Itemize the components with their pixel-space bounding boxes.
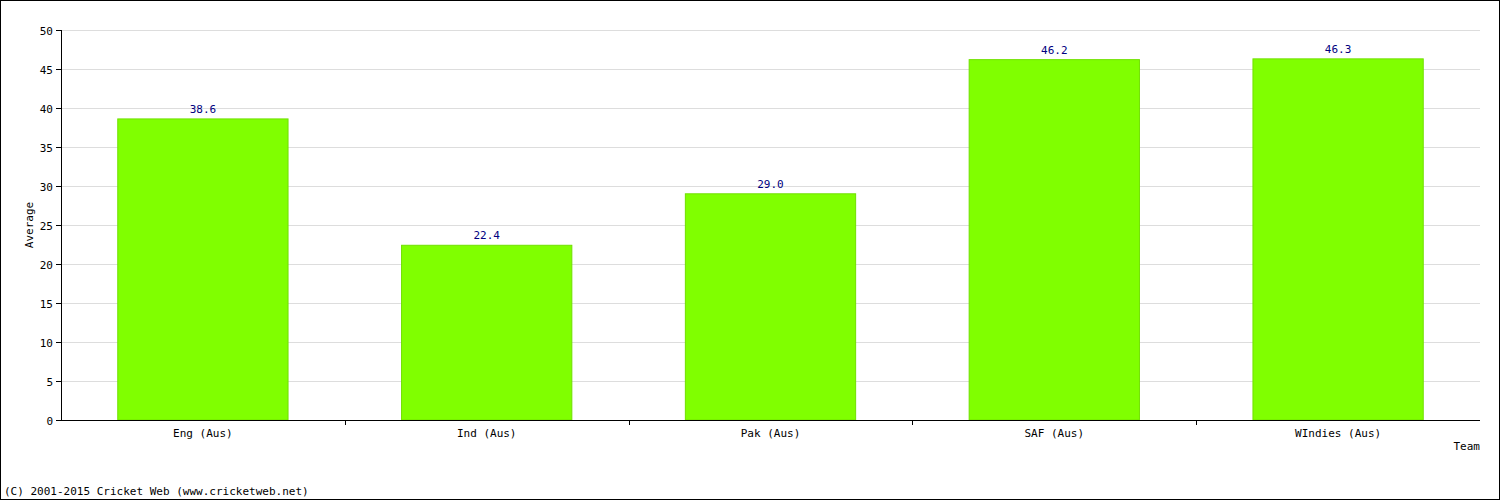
bar [685, 194, 855, 420]
y-tick-label: 50 [40, 25, 53, 38]
y-tick-label: 20 [40, 259, 53, 272]
chart-svg: 0 5 10 15 20 25 30 35 40 45 50 38.6 Eng (Aus) 22.4 Ind… [0, 0, 1500, 500]
bar [118, 119, 288, 420]
data-label: 29.0 [757, 178, 784, 191]
y-tick [56, 381, 61, 382]
x-tick-label: Eng (Aus) [173, 427, 233, 440]
chart-container: 0 5 10 15 20 25 30 35 40 45 50 38.6 Eng (Aus) 22.4 Ind… [0, 0, 1500, 500]
y-tick-label: 5 [46, 376, 53, 389]
bar [1253, 59, 1423, 420]
x-tick-label: Pak (Aus) [741, 427, 801, 440]
y-tick-label: 35 [40, 142, 53, 155]
data-label: 38.6 [190, 103, 217, 116]
x-tick-label: SAF (Aus) [1024, 427, 1084, 440]
y-tick [56, 186, 61, 187]
bar [969, 60, 1139, 420]
y-tick [56, 342, 61, 343]
y-axis-label: Average [23, 202, 36, 248]
y-axis [61, 30, 62, 420]
y-tick [56, 108, 61, 109]
y-tick-label: 30 [40, 181, 53, 194]
y-tick-label: 15 [40, 298, 53, 311]
y-tick-label: 10 [40, 337, 53, 350]
annotation: (C) 2001-2015 Cricket Web (www.cricketwe… [4, 485, 309, 498]
x-tick-label: WIndies (Aus) [1295, 427, 1381, 440]
x-axis-label: Team [1454, 440, 1481, 453]
y-tick [56, 225, 61, 226]
data-label: 22.4 [473, 229, 500, 242]
grid-line [61, 420, 1480, 421]
x-tick-label: Ind (Aus) [457, 427, 517, 440]
grid-line [61, 30, 1480, 31]
frame [1, 1, 1500, 500]
y-tick-label: 45 [40, 64, 53, 77]
bars [118, 59, 1423, 420]
data-label: 46.2 [1041, 44, 1068, 57]
y-tick-label: 25 [40, 220, 53, 233]
y-tick [56, 147, 61, 148]
y-tick [56, 420, 61, 421]
y-tick-label: 0 [46, 415, 53, 428]
data-label: 46.3 [1325, 43, 1352, 56]
y-tick [56, 303, 61, 304]
y-tick-label: 40 [40, 103, 53, 116]
y-tick [56, 30, 61, 31]
x-axis [61, 420, 1480, 421]
y-tick [56, 264, 61, 265]
y-tick [56, 69, 61, 70]
bar [402, 245, 572, 420]
